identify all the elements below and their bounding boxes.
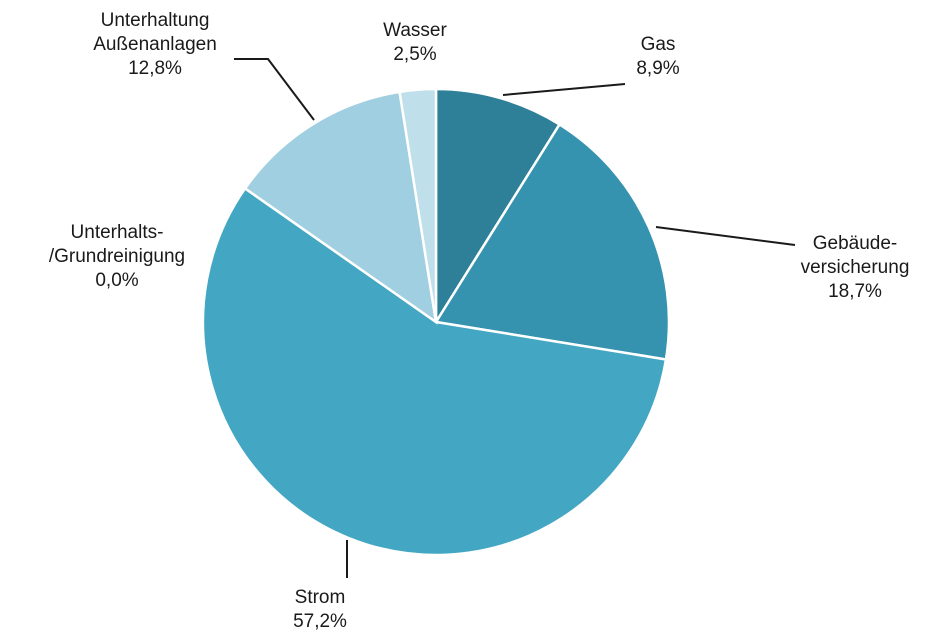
slice-label-gas: Gas 8,9% xyxy=(636,34,679,79)
slice-value-label: 8,9% xyxy=(636,58,679,79)
slice-name-label: Unterhaltung xyxy=(101,10,210,31)
slice-label-unterhaltung-aussenanlagen: Unterhaltung Außenanlagen 12,8% xyxy=(93,10,217,79)
slice-label-unterhalts-grundreinigung: Unterhalts- /Grundreinigung 0,0% xyxy=(49,222,185,291)
pie-slices xyxy=(201,87,671,557)
slice-name-label: versicherung xyxy=(801,257,910,278)
pie-slice-unterhaltung-aussenanlagen xyxy=(243,90,438,325)
slice-value-label: 2,5% xyxy=(393,44,436,65)
slice-label-wasser: Wasser 2,5% xyxy=(383,20,447,65)
leader-lines xyxy=(234,58,796,578)
slice-value-label: 0,0% xyxy=(95,270,138,291)
slice-name-label: Strom xyxy=(295,587,346,608)
slice-value-label: 57,2% xyxy=(293,611,347,632)
slice-name-label: Gas xyxy=(641,34,676,55)
slice-name-label: Gebäude- xyxy=(813,233,898,254)
slice-value-label: 12,8% xyxy=(128,58,182,79)
pie-slice-gebaeudeversicherung xyxy=(433,122,671,361)
pie-slice-wasser xyxy=(398,87,438,323)
slice-label-gebaeudeversicherung: Gebäude-versicherung 18,7% xyxy=(801,233,910,302)
pie-slice-gas xyxy=(434,87,562,327)
leader-line-unterhaltung-aussenanlagen xyxy=(234,58,315,121)
pie-slice-strom xyxy=(201,186,668,557)
slice-label-strom: Strom 57,2% xyxy=(293,587,347,632)
leader-line-gebaeudeversicherung xyxy=(655,226,796,246)
leader-line-gas xyxy=(502,83,626,96)
slice-name-label: Wasser xyxy=(383,20,447,41)
slice-value-label: 18,7% xyxy=(828,281,882,302)
slice-name-label: /Grundreinigung xyxy=(49,246,185,267)
slice-labels: Gas 8,9% Gebäude-versicherung 18,7% Strom 57,… xyxy=(49,10,910,632)
slice-name-label: Unterhalts- xyxy=(71,222,164,243)
slice-name-label: Außenanlagen xyxy=(93,34,217,55)
